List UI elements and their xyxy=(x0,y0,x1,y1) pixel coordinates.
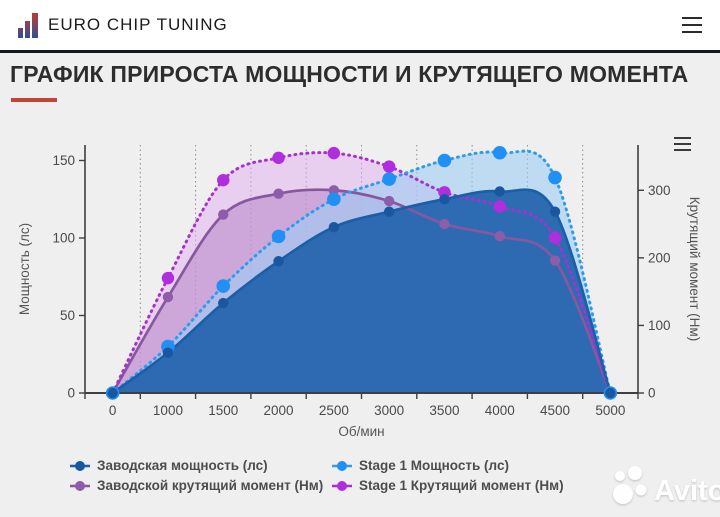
data-point-marker xyxy=(107,387,118,399)
brand: EURO CHIP TUNING xyxy=(18,12,228,38)
data-point-marker xyxy=(272,151,285,165)
y-axis-title-right: Крутящий момент (Нм) xyxy=(687,197,702,341)
data-point-marker xyxy=(273,188,284,199)
series-line-1 xyxy=(111,149,612,395)
y-tick-label-right: 300 xyxy=(648,183,671,198)
y-tick-label-right: 0 xyxy=(648,386,656,401)
data-point-marker xyxy=(549,255,561,266)
x-tick-label: 3000 xyxy=(374,403,404,418)
data-point-marker xyxy=(217,173,230,187)
x-tick-label: 3500 xyxy=(429,403,459,418)
legend-item-1[interactable]: Stage 1 Мощность (лс) xyxy=(332,458,670,473)
legend-marker-icon xyxy=(332,460,352,471)
data-point-marker xyxy=(162,347,174,358)
data-point-marker xyxy=(218,297,229,309)
legend-marker-icon xyxy=(70,480,90,491)
y-tick-label-left: 50 xyxy=(60,308,75,323)
x-tick-label: 5000 xyxy=(595,403,625,418)
x-axis-title: Об/мин xyxy=(338,424,384,439)
y-tick-label-left: 0 xyxy=(67,386,75,401)
x-tick-label: 1000 xyxy=(153,403,183,418)
legend-label: Заводская мощность (лс) xyxy=(97,458,268,473)
chart-legend: Заводская мощность (лс) Stage 1 Мощность … xyxy=(70,458,670,493)
y-tick-label-right: 200 xyxy=(648,250,671,265)
chart-context-menu-icon[interactable] xyxy=(674,137,691,151)
data-point-marker xyxy=(271,229,286,244)
legend-marker-icon xyxy=(332,480,352,491)
data-point-marker xyxy=(383,195,395,207)
data-point-marker xyxy=(494,186,505,197)
legend-item-3[interactable]: Stage 1 Крутящий момент (Нм) xyxy=(332,478,670,493)
data-point-marker xyxy=(327,192,341,207)
data-point-marker xyxy=(383,206,395,217)
data-point-marker xyxy=(439,194,450,205)
x-tick-label: 4500 xyxy=(540,403,570,418)
data-point-marker xyxy=(273,256,284,267)
y-tick-label-left: 150 xyxy=(52,153,75,168)
header: EURO CHIP TUNING xyxy=(0,0,720,53)
data-point-marker xyxy=(439,218,450,230)
y-tick-label-right: 100 xyxy=(648,318,671,333)
data-point-marker xyxy=(494,231,505,242)
x-tick-label: 2500 xyxy=(319,403,349,418)
legend-item-0[interactable]: Заводская мощность (лс) xyxy=(70,458,332,473)
data-point-marker xyxy=(328,221,340,233)
y-tick-label-left: 100 xyxy=(52,231,75,246)
data-point-marker xyxy=(327,146,341,160)
brand-logo-icon xyxy=(18,13,38,38)
series-line-2 xyxy=(111,188,612,394)
data-point-marker xyxy=(216,279,231,293)
legend-label: Stage 1 Крутящий момент (Нм) xyxy=(359,478,564,493)
legend-label: Stage 1 Мощность (лс) xyxy=(359,458,509,473)
y-axis-title-left: Мощность (лс) xyxy=(17,223,32,315)
power-torque-chart: 0 50 100 150 0 100 200 300 0 1000 1500 2000 2500 3000… xyxy=(0,105,720,450)
x-tick-label: 0 xyxy=(109,403,117,418)
data-point-marker xyxy=(549,206,561,217)
x-tick-label: 2000 xyxy=(264,403,294,418)
legend-item-2[interactable]: Заводской крутящий момент (Нм) xyxy=(70,478,332,493)
data-point-marker xyxy=(382,160,396,173)
data-point-marker xyxy=(493,200,506,213)
series-area-0 xyxy=(112,189,611,393)
data-point-marker xyxy=(492,145,507,160)
data-point-marker xyxy=(218,209,229,220)
series-line-3 xyxy=(111,151,612,395)
data-point-marker xyxy=(548,170,562,185)
data-point-marker xyxy=(328,185,340,196)
page-title: ГРАФИК ПРИРОСТА МОЩНОСТИ И КРУТЯЩЕГО МОМ… xyxy=(10,61,689,87)
x-tick-label: 4000 xyxy=(485,403,515,418)
title-underline xyxy=(11,98,57,102)
hamburger-menu-icon[interactable] xyxy=(682,17,702,33)
data-point-marker xyxy=(605,387,616,399)
x-tick-label: 1500 xyxy=(208,403,238,418)
data-point-marker xyxy=(162,291,174,303)
data-point-marker xyxy=(161,271,175,285)
legend-marker-icon xyxy=(70,460,90,471)
data-point-marker xyxy=(548,231,562,244)
brand-name: EURO CHIP TUNING xyxy=(48,15,228,34)
data-point-marker xyxy=(437,153,452,168)
legend-label: Заводской крутящий момент (Нм) xyxy=(97,478,324,493)
data-point-marker xyxy=(382,172,396,186)
